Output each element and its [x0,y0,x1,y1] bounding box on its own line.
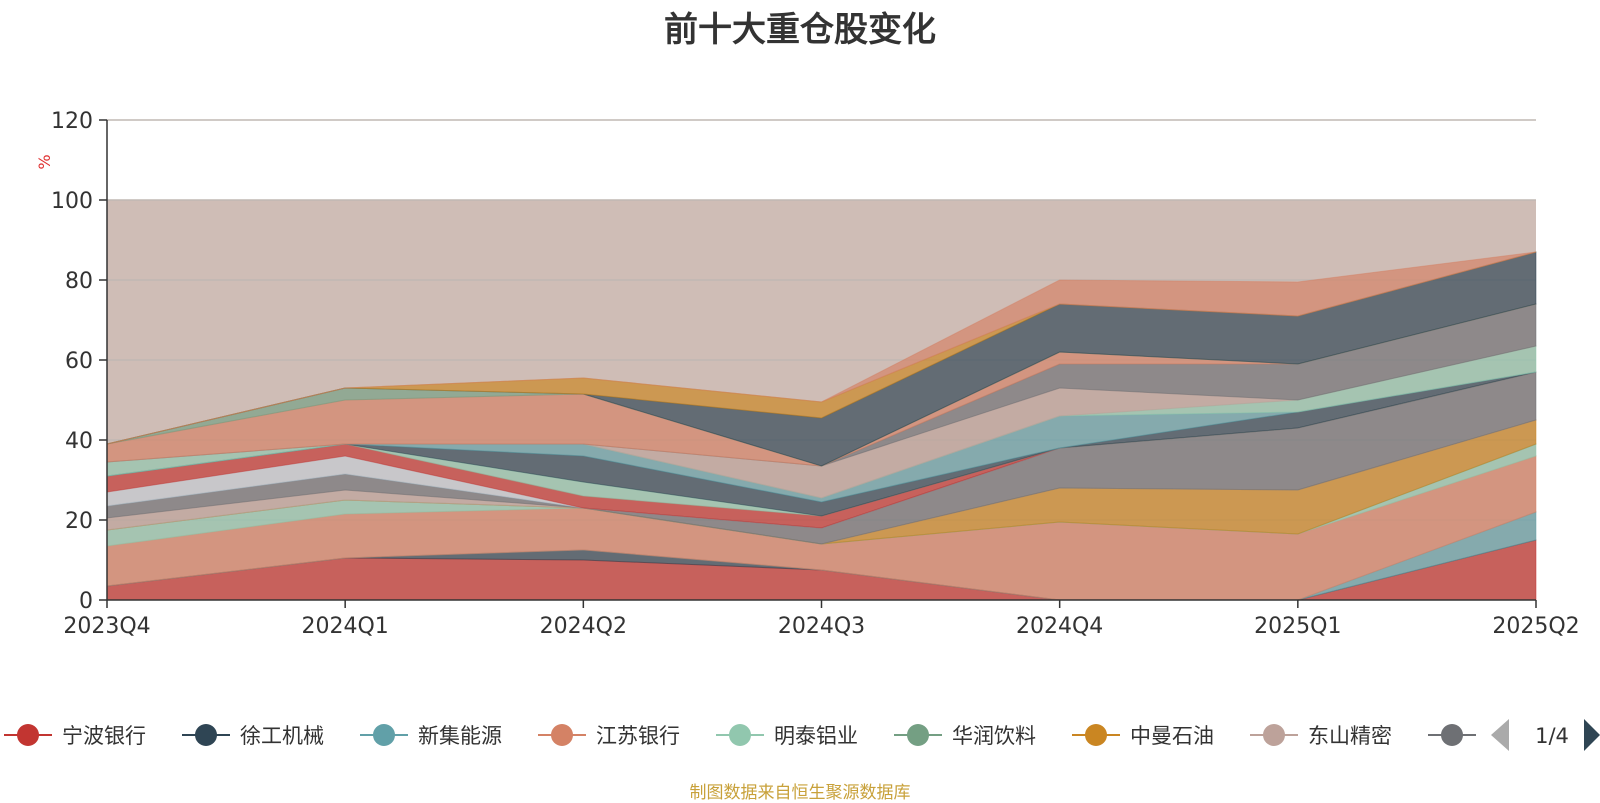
legend-label: 新集能源 [418,724,502,748]
chart-title: 前十大重仓股变化 [664,10,936,50]
x-tick-label: 2025Q1 [1254,614,1341,639]
y-tick-label: 80 [65,269,93,294]
legend-marker [907,724,929,746]
legend-marker [1263,724,1285,746]
source-note: 制图数据来自恒生聚源数据库 [689,783,911,803]
y-tick-label: 120 [51,109,93,134]
legend-item-truncated[interactable] [1428,724,1476,746]
area-series-22[interactable] [106,251,1537,445]
legend-next-arrow-icon[interactable] [1584,719,1600,751]
legend-label: 中曼石油 [1130,724,1214,748]
x-tick-label: 2024Q3 [778,614,865,639]
legend-item[interactable]: 明泰铝业 [716,724,858,748]
x-tick-label: 2024Q1 [302,614,389,639]
legend-label: 宁波银行 [62,724,146,748]
legend-item[interactable]: 江苏银行 [538,724,680,748]
y-tick-label: 40 [65,429,93,454]
legend-label: 明泰铝业 [774,724,858,748]
y-tick-label: 0 [79,589,93,614]
legend-item[interactable]: 新集能源 [360,724,502,748]
y-tick-label: 60 [65,349,93,374]
legend-layer: 宁波银行 徐工机械 新集能源 江苏银行 明泰铝业 华润饮料 中曼石油 东山精密 1/4 [4,719,1600,751]
y-tick-label: 20 [65,509,93,534]
x-tick-label: 2024Q2 [540,614,627,639]
legend-marker [17,724,39,746]
legend-item[interactable]: 宁波银行 [4,724,146,748]
legend-label: 东山精密 [1308,724,1392,748]
areas-layer [106,251,1537,601]
legend-label: 江苏银行 [596,724,680,748]
legend-marker [551,724,573,746]
legend-marker [1441,724,1463,746]
legend-page-indicator: 1/4 [1535,724,1569,748]
legend-item[interactable]: 东山精密 [1250,724,1392,748]
y-tick-label: 100 [51,189,93,214]
legend-marker [729,724,751,746]
legend-marker [1085,724,1107,746]
legend-prev-arrow-icon[interactable] [1491,719,1509,751]
legend-label: 徐工机械 [240,724,324,748]
legend-item[interactable]: 中曼石油 [1072,724,1214,748]
x-tick-label: 2024Q4 [1016,614,1103,639]
legend-item[interactable]: 徐工机械 [182,724,324,748]
x-tick-label: 2023Q4 [63,614,150,639]
legend-marker [373,724,395,746]
legend-item[interactable]: 华润饮料 [894,724,1036,748]
axis-layer: 0 20 40 60 80 100 120 2023Q4 2024Q1 2024Q2 2024Q3 2… [35,109,1580,639]
legend-marker [195,724,217,746]
x-tick-label: 2025Q2 [1492,614,1579,639]
y-axis-label: % [35,154,54,169]
legend-label: 华润饮料 [952,724,1036,748]
